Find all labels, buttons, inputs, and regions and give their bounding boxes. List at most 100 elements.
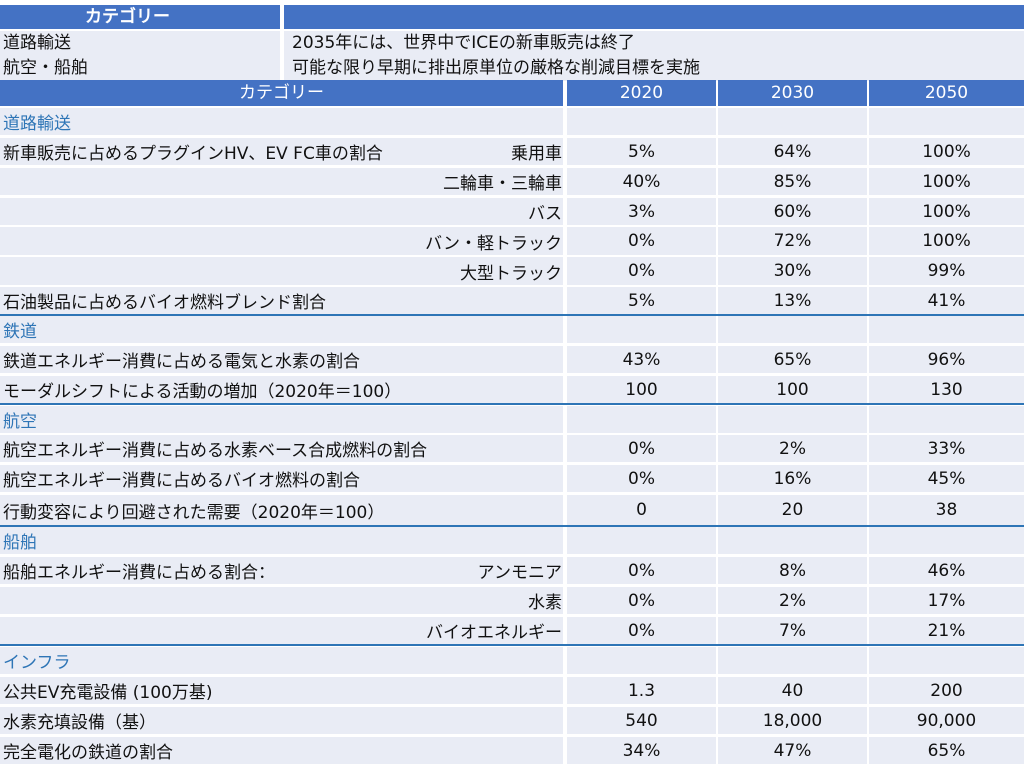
value-2050: 38 [869, 495, 1024, 525]
value-2030 [718, 316, 867, 343]
table-row: 航空エネルギー消費に占めるバイオ燃料の割合 0% 16% 45% [0, 465, 1024, 492]
table-header-row: カテゴリー 2020 2030 2050 [0, 80, 1024, 106]
table-row: 公共EV充電設備 (100万基) 1.3 40 200 [0, 677, 1024, 704]
value-2050 [869, 647, 1024, 674]
value-2020: 0% [567, 587, 716, 614]
category-label: 船舶 [3, 533, 37, 553]
value-2020: 1.3 [567, 677, 716, 704]
category-label: 鉄道 [3, 322, 37, 342]
value-2020: 3% [567, 198, 716, 225]
category-label: 航空 [3, 412, 37, 432]
row-label: 行動変容により回避された需要（2020年＝100） [3, 502, 385, 523]
category-row: 道路輸送 [0, 108, 1024, 135]
value-2050: 33% [869, 435, 1024, 462]
row-sublabel: バイオエネルギー [426, 623, 562, 643]
row-label: 航空エネルギー消費に占める水素ベース合成燃料の割合 [3, 441, 428, 461]
column-header-2050: 2050 [869, 80, 1024, 106]
value-2050: 100% [869, 227, 1024, 255]
value-2020: 5% [567, 138, 716, 165]
row-sublabel: 水素 [528, 593, 562, 613]
value-2030: 47% [718, 737, 867, 764]
row-label-cell: 完全電化の鉄道の割合 [0, 737, 563, 764]
row-label: モーダルシフトによる活動の増加（2020年＝100） [3, 382, 402, 402]
value-2030: 30% [718, 257, 867, 285]
row-label-cell: バン・軽トラック [0, 227, 563, 255]
summary-header-cell [0, 5, 280, 29]
value-2020: 540 [567, 707, 716, 734]
value-2050: 21% [869, 617, 1024, 644]
value-2020 [567, 406, 716, 433]
value-2030 [718, 108, 867, 135]
table-row: 船舶エネルギー消費に占める割合： アンモニア 0% 8% 46% [0, 557, 1024, 584]
row-sublabel: バン・軽トラック [425, 233, 562, 254]
summary-row: 道路輸送 2035年には、世界中でICEの新車販売は終了 [0, 31, 1024, 56]
table-row: モーダルシフトによる活動の増加（2020年＝100） 100 100 130 [0, 376, 1024, 405]
value-2030: 16% [718, 465, 867, 492]
category-label: インフラ [3, 653, 71, 673]
value-2050: 90,000 [869, 707, 1024, 734]
value-2020: 0% [567, 227, 716, 255]
value-2020 [567, 647, 716, 674]
table-row: バイオエネルギー 0% 7% 21% [0, 617, 1024, 646]
value-2050: 96% [869, 346, 1024, 373]
row-label: 完全電化の鉄道の割合 [3, 743, 173, 763]
value-2030: 72% [718, 227, 867, 255]
row-label: 船舶エネルギー消費に占める割合： [3, 563, 275, 583]
row-label-cell: バス [0, 198, 563, 225]
value-2030 [718, 647, 867, 674]
table-row: 完全電化の鉄道の割合 34% 47% 65% [0, 737, 1024, 764]
summary-row: 航空・船舶 可能な限り早期に排出原単位の厳格な削減目標を実施 [0, 56, 1024, 81]
value-2030: 18,000 [718, 707, 867, 734]
row-label-cell: 航空エネルギー消費に占める水素ベース合成燃料の割合 [0, 435, 563, 462]
value-2050: 100% [869, 168, 1024, 195]
row-label: 公共EV充電設備 (100万基) [3, 683, 213, 703]
column-header-2020: 2020 [567, 80, 716, 106]
row-label-cell: 大型トラック [0, 257, 563, 285]
summary-value: 2035年には、世界中でICEの新車販売は終了 [292, 33, 635, 53]
table-row: バス 3% 60% 100% [0, 198, 1024, 225]
table-row: 水素充填設備（基） 540 18,000 90,000 [0, 707, 1024, 734]
value-2050: 46% [869, 557, 1024, 584]
category-row: 船舶 [0, 527, 1024, 554]
row-label: 石油製品に占めるバイオ燃料ブレンド割合 [3, 293, 326, 313]
value-2020: 0 [567, 495, 716, 525]
table-row: 航空エネルギー消費に占める水素ベース合成燃料の割合 0% 2% 33% [0, 435, 1024, 462]
table-row: 二輪車・三輪車 40% 85% 100% [0, 168, 1024, 195]
table-row: 石油製品に占めるバイオ燃料ブレンド割合 5% 13% 41% [0, 287, 1024, 316]
value-2030: 2% [718, 587, 867, 614]
row-label-cell: 鉄道 [0, 316, 563, 343]
row-label-cell: バイオエネルギー [0, 617, 563, 644]
value-2030: 60% [718, 198, 867, 225]
row-label: 水素充填設備（基） [3, 713, 156, 733]
value-2030: 100 [718, 376, 867, 403]
category-row: 航空 [0, 406, 1024, 433]
value-2030: 8% [718, 557, 867, 584]
table-row: 大型トラック 0% 30% 99% [0, 257, 1024, 285]
value-2030: 85% [718, 168, 867, 195]
row-sublabel: アンモニア [477, 563, 562, 583]
summary-header-label: カテゴリー [85, 7, 170, 27]
value-2020: 100 [567, 376, 716, 403]
row-label-cell: 航空 [0, 406, 563, 433]
value-2030: 40 [718, 677, 867, 704]
value-2020: 0% [567, 257, 716, 285]
row-label: 航空エネルギー消費に占めるバイオ燃料の割合 [3, 471, 360, 491]
row-label-cell: 新車販売に占めるプラグインHV、EV FC車の割合 乗用車 [0, 138, 563, 165]
value-2050 [869, 316, 1024, 343]
value-2020 [567, 527, 716, 554]
value-2020: 0% [567, 465, 716, 492]
row-sublabel: バス [528, 204, 562, 224]
row-label-cell: 公共EV充電設備 (100万基) [0, 677, 563, 704]
table-row: バン・軽トラック 0% 72% 100% [0, 227, 1024, 255]
value-2020: 0% [567, 435, 716, 462]
row-label-cell: 船舶エネルギー消費に占める割合： アンモニア [0, 557, 563, 584]
value-2050: 100% [869, 198, 1024, 225]
value-2030: 2% [718, 435, 867, 462]
row-label-cell: モーダルシフトによる活動の増加（2020年＝100） [0, 376, 563, 403]
row-label-cell: 石油製品に占めるバイオ燃料ブレンド割合 [0, 287, 563, 314]
value-2050: 100% [869, 138, 1024, 165]
value-2050: 41% [869, 287, 1024, 314]
value-2030 [718, 406, 867, 433]
row-label-cell: 道路輸送 [0, 108, 563, 135]
value-2050: 65% [869, 737, 1024, 764]
